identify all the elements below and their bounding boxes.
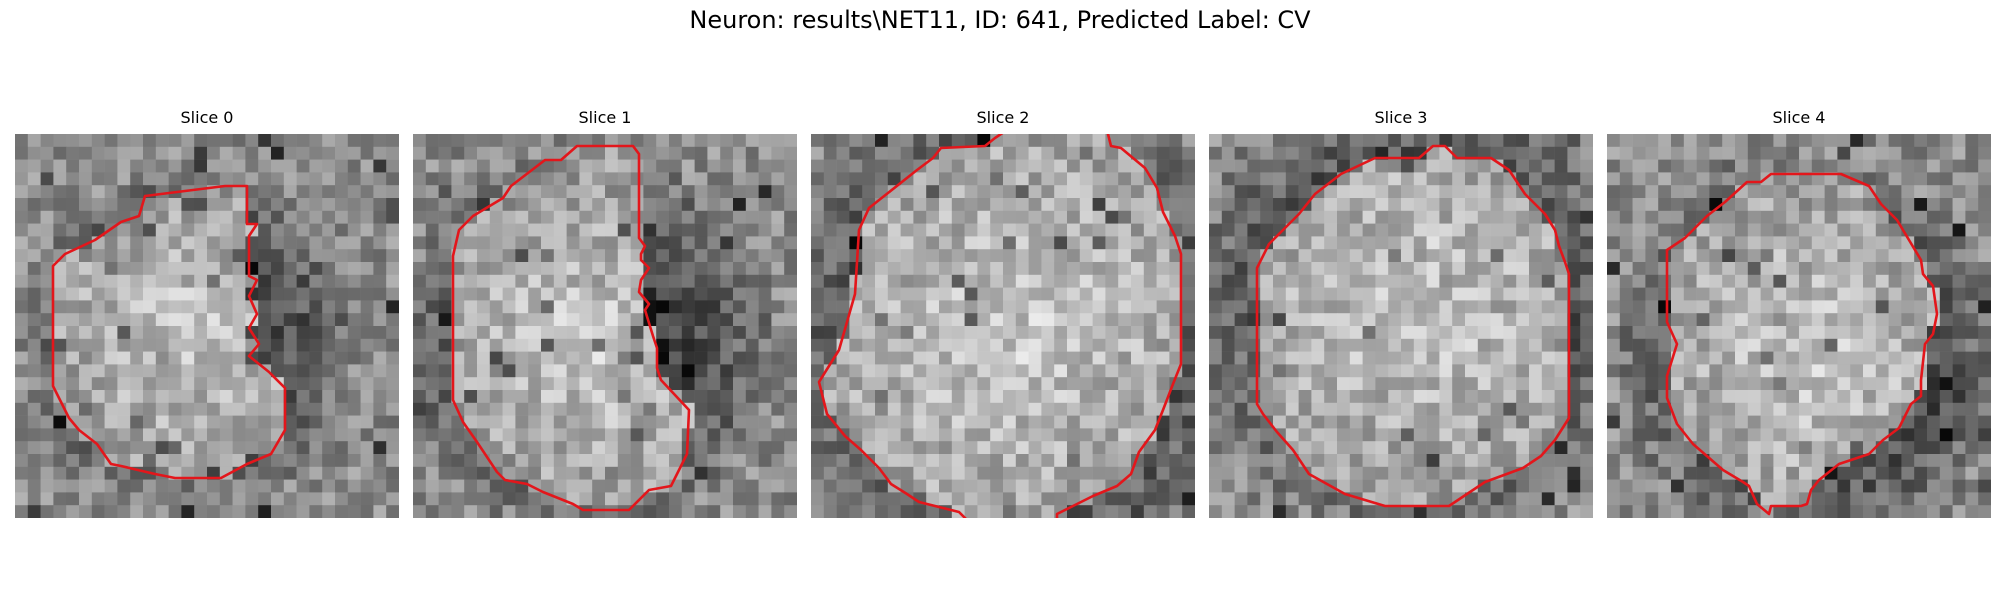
pixel-grid [413,134,797,518]
segmentation-contour [1665,172,1939,516]
pixel-grid [15,134,399,518]
segmentation-contour [51,184,287,480]
slice-title-2: Slice 2 [976,108,1030,127]
figure-title: Neuron: results\NET11, ID: 641, Predicte… [689,6,1311,34]
slice-title-3: Slice 3 [1374,108,1428,127]
slice-title-4: Slice 4 [1772,108,1826,127]
slice-image-3 [1209,134,1593,518]
segmentation-contour [1255,144,1571,508]
pixel-grid [1607,134,1991,518]
pixel-grid [1209,134,1593,518]
segmentation-contour [817,134,1183,518]
segmentation-contour [451,144,691,512]
slice-title-0: Slice 0 [180,108,234,127]
pixel-grid [811,134,1195,518]
slice-image-2 [811,134,1195,518]
slice-image-0 [15,134,399,518]
slice-title-1: Slice 1 [578,108,632,127]
slice-image-1 [413,134,797,518]
slice-image-4 [1607,134,1991,518]
